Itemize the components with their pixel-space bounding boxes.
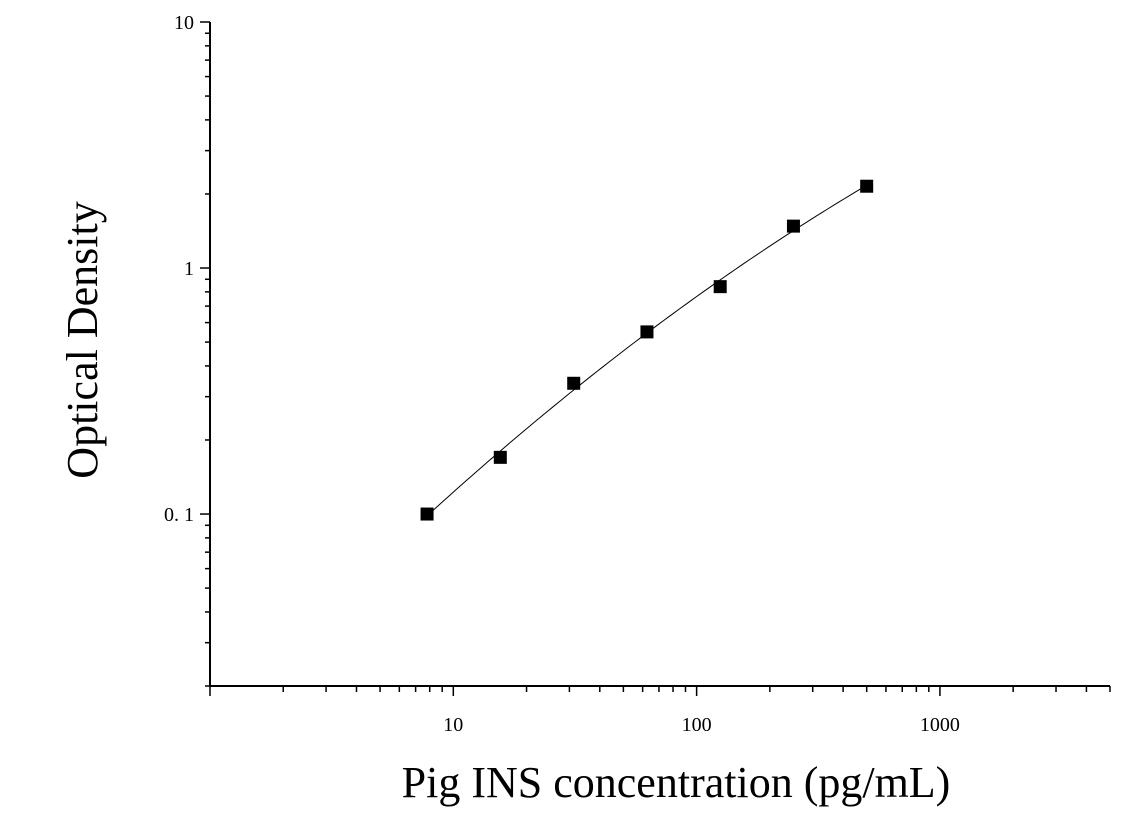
data-point — [640, 325, 654, 339]
x-axis-title: Pig INS concentration (pg/mL) — [402, 758, 951, 807]
data-points — [420, 179, 874, 521]
data-point — [420, 507, 434, 521]
y-tick-label: 10 — [174, 12, 194, 34]
data-point — [860, 179, 874, 193]
data-point — [713, 280, 727, 294]
data-point — [493, 450, 507, 464]
x-tick-labels: 10 100 1000 — [443, 714, 960, 736]
y-axis-title: Optical Density — [58, 201, 107, 478]
x-tick-label: 1000 — [920, 714, 960, 736]
y-tick-label: 1 — [184, 258, 194, 280]
y-tick-label: 0. 1 — [164, 504, 194, 526]
x-tick-label: 100 — [682, 714, 712, 736]
x-tick-label: 10 — [443, 714, 463, 736]
data-point — [567, 376, 581, 390]
axes — [209, 22, 1110, 687]
y-tick-labels: 0. 1 1 10 — [164, 12, 194, 526]
y-ticks — [200, 21, 210, 687]
data-point — [786, 219, 800, 233]
x-ticks — [209, 686, 1111, 696]
fit-curve — [426, 184, 867, 517]
